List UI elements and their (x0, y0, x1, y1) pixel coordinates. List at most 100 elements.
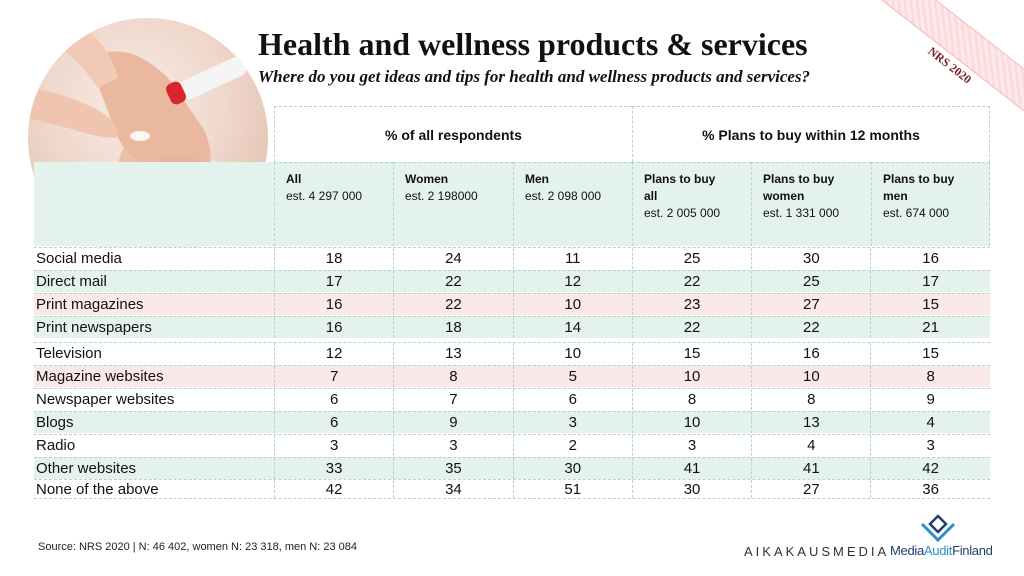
cell-value: 16 (274, 317, 393, 338)
cell-value: 33 (274, 458, 393, 479)
cell-value: 41 (631, 458, 751, 479)
brand-finland: Finland (952, 543, 993, 558)
column-header-line1: All (286, 172, 302, 186)
cell-value: 25 (751, 271, 870, 292)
cell-value: 18 (393, 317, 512, 338)
cell-value: 16 (870, 248, 989, 269)
cell-value: 42 (870, 458, 989, 479)
table-row: Direct mail 17 22 12 22 25 17 (34, 270, 990, 292)
page-subtitle: Where do you get ideas and tips for heal… (258, 67, 811, 86)
table-row: Social media 18 24 11 25 30 16 (34, 247, 990, 269)
brand-media: Media (890, 543, 924, 558)
cell-value: 41 (751, 458, 870, 479)
cell-value: 25 (631, 248, 751, 269)
cell-value: 34 (393, 480, 512, 498)
cell-value: 30 (512, 458, 632, 479)
cell-value: 13 (751, 412, 870, 433)
column-header-line3: est. 674 000 (883, 206, 950, 220)
column-header-plans-men: Plans to buy men est. 674 000 (871, 162, 990, 246)
column-header-plans-all: Plans to buy all est. 2 005 000 (632, 162, 751, 246)
cell-value: 6 (274, 412, 393, 433)
page-title: Health and wellness products & services (258, 26, 808, 62)
cell-value: 15 (870, 294, 989, 315)
cell-value: 4 (870, 412, 989, 433)
cell-value: 10 (631, 412, 751, 433)
cell-value: 12 (274, 343, 393, 364)
cell-value: 8 (751, 389, 870, 410)
media-audit-finland-logo: MediaAuditFinland (890, 543, 993, 558)
table-row: Print magazines 16 22 10 23 27 15 (34, 293, 990, 315)
cell-value: 30 (631, 480, 751, 498)
table-row: Newspaper websites 6 7 6 8 8 9 (34, 388, 990, 410)
cell-value: 42 (274, 480, 393, 498)
column-header-line1: Women (405, 172, 449, 186)
cell-value: 36 (870, 480, 989, 498)
cell-value: 22 (751, 317, 870, 338)
cell-value: 15 (631, 343, 751, 364)
cell-value: 2 (512, 435, 632, 456)
row-label: Blogs (36, 414, 74, 431)
cell-value: 11 (512, 248, 632, 269)
cell-value: 51 (512, 480, 632, 498)
data-table: % of all respondents % Plans to buy with… (34, 106, 990, 499)
cell-value: 10 (631, 366, 751, 387)
table-row: Magazine websites 7 8 5 10 10 8 (34, 365, 990, 387)
cell-value: 3 (631, 435, 751, 456)
cell-value: 6 (512, 389, 632, 410)
table-row: Television 12 13 10 15 16 15 (34, 342, 990, 364)
cell-value: 17 (870, 271, 989, 292)
column-header-line2: women (763, 189, 805, 203)
header-blank (34, 162, 274, 246)
cell-value: 8 (631, 389, 751, 410)
cell-value: 15 (870, 343, 989, 364)
row-label: Direct mail (36, 273, 107, 290)
column-header-all: All est. 4 297 000 (274, 162, 393, 246)
group-header-all-respondents: % of all respondents (274, 106, 632, 162)
cell-value: 3 (512, 412, 632, 433)
row-label: Social media (36, 250, 122, 267)
cell-value: 17 (274, 271, 393, 292)
row-label: Print magazines (36, 296, 144, 313)
cell-value: 27 (751, 480, 870, 498)
column-header-men: Men est. 2 098 000 (513, 162, 632, 246)
cell-value: 30 (751, 248, 870, 269)
column-header-line1: Men (525, 172, 549, 186)
cell-value: 10 (751, 366, 870, 387)
cell-value: 35 (393, 458, 512, 479)
column-header-line3: est. 2 098 000 (525, 189, 602, 203)
cell-value: 16 (274, 294, 393, 315)
cell-value: 4 (751, 435, 870, 456)
cell-value: 6 (274, 389, 393, 410)
table-row: Radio 3 3 2 3 4 3 (34, 434, 990, 456)
cell-value: 9 (870, 389, 989, 410)
row-label: Newspaper websites (36, 391, 175, 408)
cell-value: 22 (393, 271, 512, 292)
cell-value: 23 (631, 294, 751, 315)
column-header-line1: Plans to buy (883, 172, 955, 186)
table-row: None of the above 42 34 51 30 27 36 (34, 479, 990, 499)
column-header-line3: est. 4 297 000 (286, 189, 363, 203)
cell-value: 8 (870, 366, 989, 387)
cell-value: 27 (751, 294, 870, 315)
cell-value: 8 (393, 366, 512, 387)
column-header-line2: men (883, 189, 908, 203)
cell-value: 9 (393, 412, 512, 433)
cell-value: 5 (512, 366, 632, 387)
row-label: Magazine websites (36, 368, 164, 385)
table-row: Print newspapers 16 18 14 22 22 21 (34, 316, 990, 338)
cell-value: 12 (512, 271, 632, 292)
cell-value: 13 (393, 343, 512, 364)
cell-value: 10 (512, 294, 632, 315)
cell-value: 16 (751, 343, 870, 364)
media-audit-finland-icon (920, 514, 956, 543)
cell-value: 14 (512, 317, 632, 338)
cell-value: 24 (393, 248, 512, 269)
cell-value: 18 (274, 248, 393, 269)
table-row: Blogs 6 9 3 10 13 4 (34, 411, 990, 433)
row-label: Television (36, 345, 102, 362)
group-header-plans-to-buy: % Plans to buy within 12 months (632, 106, 990, 162)
cell-value: 22 (393, 294, 512, 315)
cell-value: 21 (870, 317, 989, 338)
brand-audit: Audit (923, 543, 953, 558)
column-header-line2: all (644, 189, 658, 203)
